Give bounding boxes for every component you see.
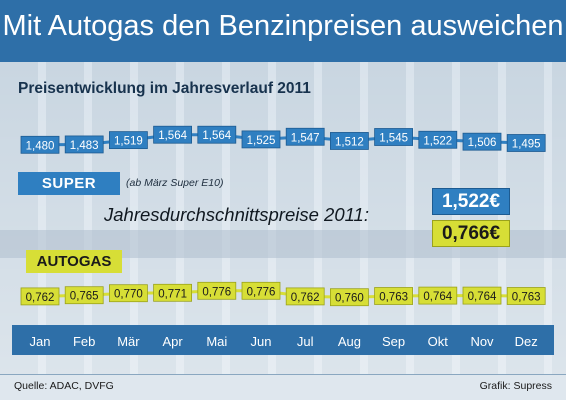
month-tick-label: Jan [30, 334, 51, 349]
autogas-value-box [197, 281, 237, 300]
super-value-label: 1,512 [335, 136, 364, 148]
autogas-value-box [418, 286, 458, 305]
super-series-label: SUPER [18, 172, 120, 195]
month-tick-label: Feb [73, 334, 95, 349]
month-tick-label: Jun [251, 334, 272, 349]
autogas-value-box [285, 287, 325, 306]
autogas-value-box [109, 284, 148, 303]
autogas-value-label: 0,764 [423, 291, 452, 303]
super-value-label: 1,547 [291, 132, 320, 144]
month-tick-label: Jul [297, 334, 314, 349]
super-value-label: 1,519 [114, 136, 143, 148]
average-label: Jahresdurchschnittspreise 2011: [104, 204, 369, 225]
autogas-value-label: 0,765 [70, 291, 99, 303]
super-value-label: 1,506 [468, 137, 497, 149]
chart-subtitle: Preisentwicklung im Jahresverlauf 2011 [18, 80, 311, 97]
background-photo [0, 62, 566, 374]
autogas-value-label: 0,771 [158, 288, 187, 300]
super-value-label: 1,522 [423, 135, 452, 147]
super-value-box [418, 130, 458, 149]
average-super-value: 1,522€ [432, 188, 510, 215]
autogas-value-label: 0,762 [291, 292, 320, 304]
super-value-label: 1,483 [70, 140, 99, 152]
super-note: (ab März Super E10) [126, 177, 224, 189]
super-value-label: 1,564 [202, 130, 231, 142]
title-bar: Mit Autogas den Benzinpreisen ausweichen [0, 0, 566, 62]
month-tick-label: Apr [162, 334, 183, 349]
super-value-box [329, 132, 369, 150]
autogas-value-box [241, 281, 281, 300]
super-value-box [506, 134, 546, 152]
month-axis-bar [12, 325, 554, 355]
graphic-credit: Grafik: Supress [479, 380, 552, 392]
source-note: Quelle: ADAC, DVFG [14, 380, 114, 392]
super-value-label: 1,564 [158, 130, 187, 142]
autogas-value-box [153, 283, 193, 302]
autogas-series-label: AUTOGAS [26, 250, 122, 273]
super-value-box [197, 125, 237, 144]
super-value-box [285, 127, 325, 146]
autogas-value-box [20, 287, 60, 306]
average-autogas-value: 0,766€ [432, 220, 510, 247]
autogas-value-label: 0,764 [468, 291, 497, 303]
super-value-box [374, 128, 414, 146]
autogas-value-box [462, 286, 502, 305]
super-value-box [153, 125, 193, 144]
autogas-value-label: 0,762 [26, 292, 55, 304]
month-tick-label: Aug [338, 334, 361, 349]
super-value-box [241, 130, 281, 149]
month-tick-label: Sep [382, 334, 405, 349]
super-value-label: 1,495 [512, 139, 541, 151]
super-value-box [462, 132, 502, 151]
super-value-label: 1,545 [379, 133, 408, 145]
autogas-value-label: 0,763 [379, 292, 408, 304]
autogas-value-label: 0,776 [202, 286, 231, 298]
month-tick-label: Okt [428, 334, 449, 349]
super-value-box [20, 135, 60, 154]
month-tick-label: Nov [470, 334, 494, 349]
autogas-value-box [374, 287, 414, 305]
autogas-value-box [329, 288, 369, 307]
autogas-value-label: 0,760 [335, 293, 364, 305]
autogas-value-label: 0,763 [512, 292, 541, 304]
chart-title: Mit Autogas den Benzinpreisen ausweichen [2, 10, 564, 42]
super-value-box [64, 135, 104, 154]
autogas-value-box [64, 286, 104, 305]
super-value-box [109, 131, 148, 150]
month-tick-label: Dez [515, 334, 538, 349]
super-value-label: 1,480 [26, 140, 55, 152]
super-value-label: 1,525 [247, 135, 276, 147]
autogas-value-box [506, 287, 546, 305]
autogas-value-label: 0,776 [247, 286, 276, 298]
month-tick-label: Mär [117, 334, 140, 349]
month-tick-label: Mai [206, 334, 227, 349]
footer-divider [0, 374, 566, 375]
autogas-value-label: 0,770 [114, 289, 143, 301]
